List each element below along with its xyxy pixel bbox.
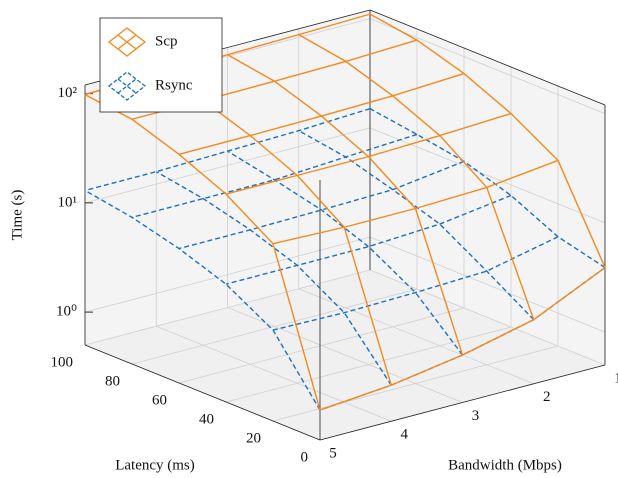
mesh-line	[369, 108, 606, 269]
legend-label: Scp	[155, 33, 178, 49]
axis-line	[319, 364, 606, 441]
x-tick-label: 2	[543, 389, 551, 405]
z-tick-label: 10¹	[58, 194, 78, 210]
y-tick-label: 100	[51, 354, 74, 370]
y-axis-title: Latency (ms)	[115, 457, 195, 473]
grid-line	[131, 288, 418, 365]
z-axis-title: Time (s)	[9, 190, 25, 241]
grid-line	[84, 269, 371, 346]
x-tick-label: 1	[614, 370, 618, 386]
axis-line	[84, 344, 321, 441]
x-tick-label: 3	[472, 408, 480, 424]
mesh-line	[227, 54, 464, 356]
legend-swatch	[107, 27, 147, 57]
x-tick-label: 4	[401, 427, 409, 443]
mesh-line	[298, 130, 535, 321]
grid-line	[369, 269, 606, 366]
mesh-line	[225, 194, 512, 285]
legend-swatch	[117, 78, 137, 94]
x-axis-title: Bandwidth (Mbps)	[448, 457, 562, 473]
legend-box	[99, 17, 223, 113]
mesh-line	[369, 13, 606, 268]
mesh-line	[272, 236, 559, 331]
grid-line	[225, 326, 512, 403]
y-tick-label: 0	[301, 449, 309, 465]
mesh-line	[178, 160, 465, 250]
mesh-line	[84, 189, 321, 411]
mesh-line	[227, 150, 464, 356]
y-tick-label: 20	[246, 430, 261, 446]
legend-swatch	[117, 78, 137, 94]
grid-line	[369, 18, 606, 115]
z-tick-label: 10⁰	[56, 304, 77, 320]
legend: Scp Rsync	[99, 17, 223, 113]
legend-swatch	[107, 71, 147, 101]
mesh-line	[298, 34, 535, 320]
legend-swatch	[117, 34, 137, 50]
grid-line	[298, 288, 534, 385]
grid-line	[369, 236, 606, 333]
y-tick-label: 60	[152, 392, 167, 408]
grid-line	[227, 307, 463, 403]
z-tick-label: 10²	[58, 85, 78, 101]
mesh-line	[131, 133, 418, 219]
y-tick-label: 40	[199, 411, 214, 427]
x-tick-label: 5	[329, 445, 337, 461]
grid-line	[178, 307, 465, 384]
mesh-line	[84, 93, 321, 411]
axis-line	[369, 9, 606, 106]
legend-label: Rsync	[155, 77, 193, 93]
grid-line	[369, 127, 606, 224]
grid-line	[156, 325, 392, 422]
grid-line	[272, 345, 559, 422]
y-tick-label: 80	[105, 373, 120, 389]
